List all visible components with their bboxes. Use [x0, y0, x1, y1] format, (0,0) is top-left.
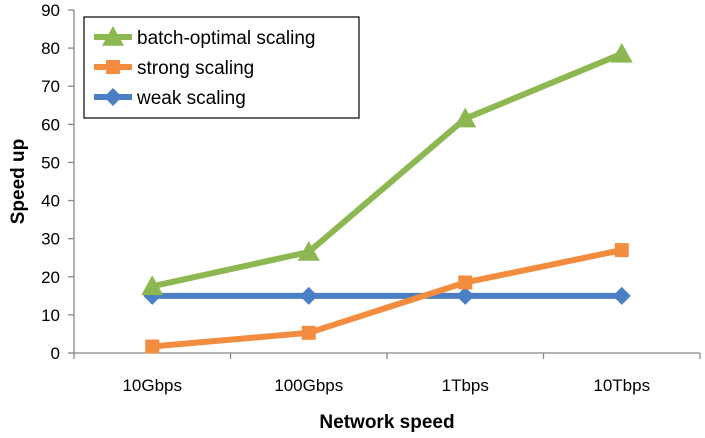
legend-item: strong scaling [94, 58, 254, 79]
y-tick-label: 20 [41, 268, 60, 287]
y-tick-label: 0 [51, 344, 60, 363]
square-marker [458, 275, 473, 290]
series-0 [141, 42, 633, 296]
y-axis-ticks: 0 10 20 30 40 50 60 70 80 90 [41, 1, 74, 363]
triangle-marker [102, 26, 124, 46]
legend-label: batch-optimal scaling [137, 28, 315, 49]
triangle-marker [297, 241, 320, 261]
diamond-marker [104, 88, 122, 106]
diamond-marker [456, 286, 475, 305]
legend-item: batch-optimal scaling [94, 26, 315, 49]
x-tick-label: 100Gbps [274, 376, 343, 395]
legend: batch-optimal scaling strong scaling weak … [83, 16, 360, 119]
x-tick-label: 10Gbps [122, 376, 182, 395]
triangle-marker [610, 42, 633, 63]
x-tick-label: 10Tbps [593, 376, 650, 395]
series-line [151, 51, 623, 290]
y-tick-label: 60 [41, 115, 60, 134]
series-layer [141, 42, 633, 354]
y-tick-label: 40 [41, 192, 60, 211]
triangle-marker [141, 275, 164, 296]
y-tick-label: 90 [41, 1, 60, 20]
square-marker [106, 60, 120, 74]
y-tick-label: 80 [41, 39, 60, 58]
square-marker [301, 325, 316, 340]
y-tick-label: 30 [41, 230, 60, 249]
square-marker [145, 339, 160, 354]
legend-label: strong scaling [137, 58, 254, 79]
triangle-marker [454, 107, 477, 128]
y-tick-label: 10 [41, 306, 60, 325]
series-line [151, 247, 623, 350]
series-1 [145, 243, 629, 354]
diamond-marker [299, 286, 318, 305]
y-tick-label: 50 [41, 153, 60, 172]
legend-item: weak scaling [94, 88, 246, 109]
x-tick-label: 1Tbps [442, 376, 489, 395]
square-marker [614, 243, 629, 258]
diamond-marker [612, 286, 631, 305]
y-axis-title: Speed up [8, 139, 29, 225]
x-axis-title: Network speed [319, 412, 454, 433]
legend-label: weak scaling [136, 88, 246, 109]
y-tick-label: 70 [41, 77, 60, 96]
series-2 [143, 286, 631, 305]
x-axis-ticks: 10Gbps 100Gbps 1Tbps 10Tbps [73, 353, 701, 395]
